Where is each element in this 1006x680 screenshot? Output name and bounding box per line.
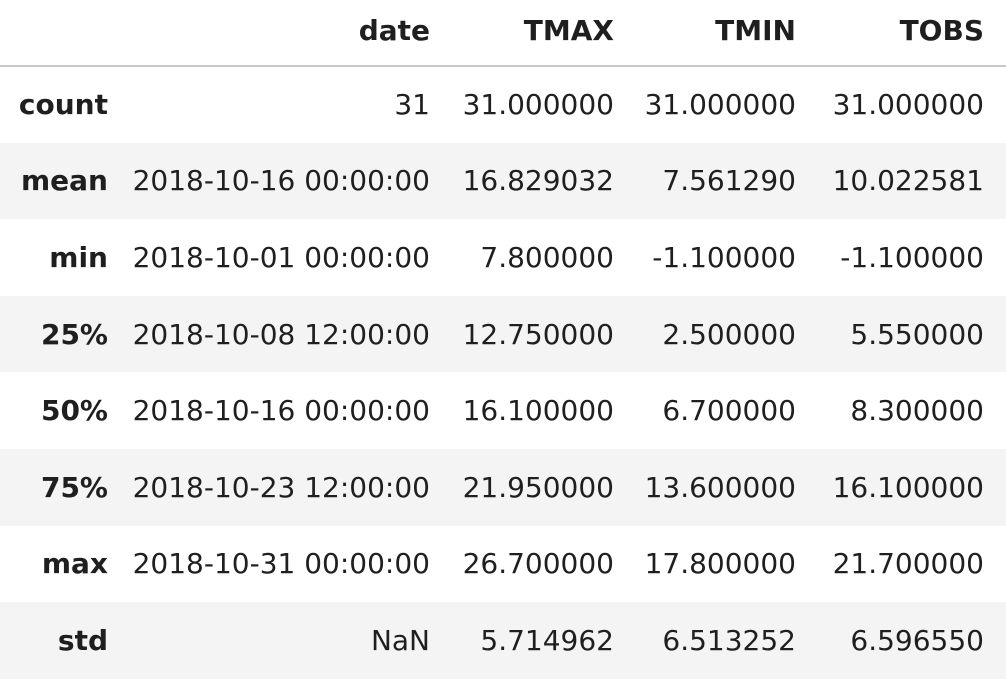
column-header-tmax: TMAX	[452, 0, 636, 67]
row-label: count	[18, 88, 108, 122]
column-header-tmin: TMIN	[636, 0, 818, 67]
table-cell: 2.500000	[662, 317, 796, 351]
row-label: max	[41, 547, 108, 581]
table-cell: 31.000000	[832, 88, 984, 122]
header-row: date TMAX TMIN TOBS	[0, 0, 1006, 67]
row-label: min	[49, 240, 108, 274]
table-cell: 2018-10-08 12:00:00	[132, 317, 430, 351]
table-cell: 2018-10-16 00:00:00	[132, 164, 430, 198]
table-cell: 2018-10-23 12:00:00	[132, 470, 430, 504]
table-cell: 31	[394, 88, 430, 122]
table-row: std NaN 5.714962 6.513252 6.596550	[0, 602, 1006, 679]
index-header	[0, 0, 124, 67]
table-row: max 2018-10-31 00:00:00 26.700000 17.800…	[0, 525, 1006, 603]
table-cell: 6.513252	[662, 623, 796, 657]
column-header-tobs: TOBS	[818, 0, 1006, 67]
table-cell: 12.750000	[462, 317, 614, 351]
column-header-date: date	[124, 0, 452, 67]
table-cell: NaN	[370, 623, 430, 657]
table-header: date TMAX TMIN TOBS	[0, 0, 1006, 67]
table-cell: 31.000000	[644, 88, 796, 122]
row-label: mean	[21, 164, 108, 198]
row-label: 75%	[40, 470, 108, 504]
table-cell: 13.600000	[644, 470, 796, 504]
table-cell: 2018-10-31 00:00:00	[132, 547, 430, 581]
table-cell: 8.300000	[850, 394, 984, 428]
table-row: mean 2018-10-16 00:00:00 16.829032 7.561…	[0, 142, 1006, 220]
table-cell: 17.800000	[644, 547, 796, 581]
table-cell: 7.561290	[662, 164, 796, 198]
table-row: 50% 2018-10-16 00:00:00 16.100000 6.7000…	[0, 372, 1006, 449]
table-cell: 16.100000	[462, 394, 614, 428]
table-body: count 31 31.000000 31.000000 31.000000 m…	[0, 66, 1006, 679]
table-row: 75% 2018-10-23 12:00:00 21.950000 13.600…	[0, 448, 1006, 526]
row-label: 50%	[40, 394, 108, 428]
table-cell: 16.829032	[462, 164, 614, 198]
table-row: min 2018-10-01 00:00:00 7.800000 -1.1000…	[0, 219, 1006, 296]
table-row: 25% 2018-10-08 12:00:00 12.750000 2.5000…	[0, 295, 1006, 373]
table-cell: 5.550000	[850, 317, 984, 351]
table-cell: -1.100000	[840, 240, 984, 274]
table-cell: 5.714962	[480, 623, 614, 657]
table-cell: -1.100000	[652, 240, 796, 274]
table-cell: 21.950000	[462, 470, 614, 504]
table-cell: 10.022581	[832, 164, 984, 198]
row-label: std	[57, 623, 108, 657]
table-cell: 26.700000	[462, 547, 614, 581]
table-cell: 2018-10-01 00:00:00	[132, 240, 430, 274]
table-row: count 31 31.000000 31.000000 31.000000	[0, 66, 1006, 143]
table-cell: 16.100000	[832, 470, 984, 504]
table-cell: 21.700000	[832, 547, 984, 581]
table-cell: 6.700000	[662, 394, 796, 428]
table-cell: 31.000000	[462, 88, 614, 122]
table-cell: 6.596550	[850, 623, 984, 657]
row-label: 25%	[40, 317, 108, 351]
table-cell: 2018-10-16 00:00:00	[132, 394, 430, 428]
table-cell: 7.800000	[480, 240, 614, 274]
